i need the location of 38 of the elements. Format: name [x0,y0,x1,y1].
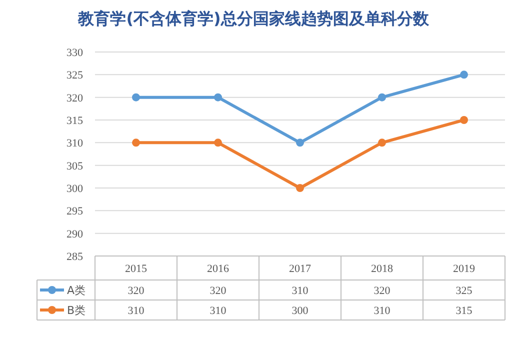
y-tick-label: 330 [66,47,84,59]
legend-label: B类 [67,304,86,317]
point [296,138,304,147]
y-tick-label: 305 [66,160,84,172]
y-tick-label: 325 [66,70,84,82]
x-tick-label: 2017 [289,263,312,275]
point [132,138,140,147]
data-label: 310 [292,285,309,297]
y-tick-label: 295 [66,206,84,218]
y-tick-label: 285 [66,251,84,263]
point [132,93,140,102]
chart-title: 教育学(不含体育学)总分国家线趋势图及单科分数 [77,9,430,28]
data-label: 325 [456,285,473,297]
data-label: 310 [210,305,227,317]
y-tick-label: 310 [66,138,84,150]
data-label: 320 [128,285,145,297]
y-tick-label: 320 [66,92,84,104]
x-tick-label: 2015 [125,263,148,275]
x-tick-label: 2016 [207,263,230,275]
x-tick-label: 2019 [453,263,476,275]
point [214,93,222,102]
y-tick-label: 300 [66,183,84,195]
data-label: 320 [374,285,391,297]
point [214,138,222,147]
point [378,93,386,102]
data-label: 300 [292,305,309,317]
point [296,184,304,192]
y-tick-label: 315 [66,115,84,127]
y-tick-label: 290 [66,228,84,240]
data-label: 315 [456,305,473,317]
point [460,116,468,124]
data-label: 320 [210,285,227,297]
point [460,70,468,79]
data-label: 310 [374,305,391,317]
point [378,138,386,147]
x-tick-label: 2018 [371,263,394,275]
data-label: 310 [128,305,145,317]
legend-label: A类 [67,284,86,297]
